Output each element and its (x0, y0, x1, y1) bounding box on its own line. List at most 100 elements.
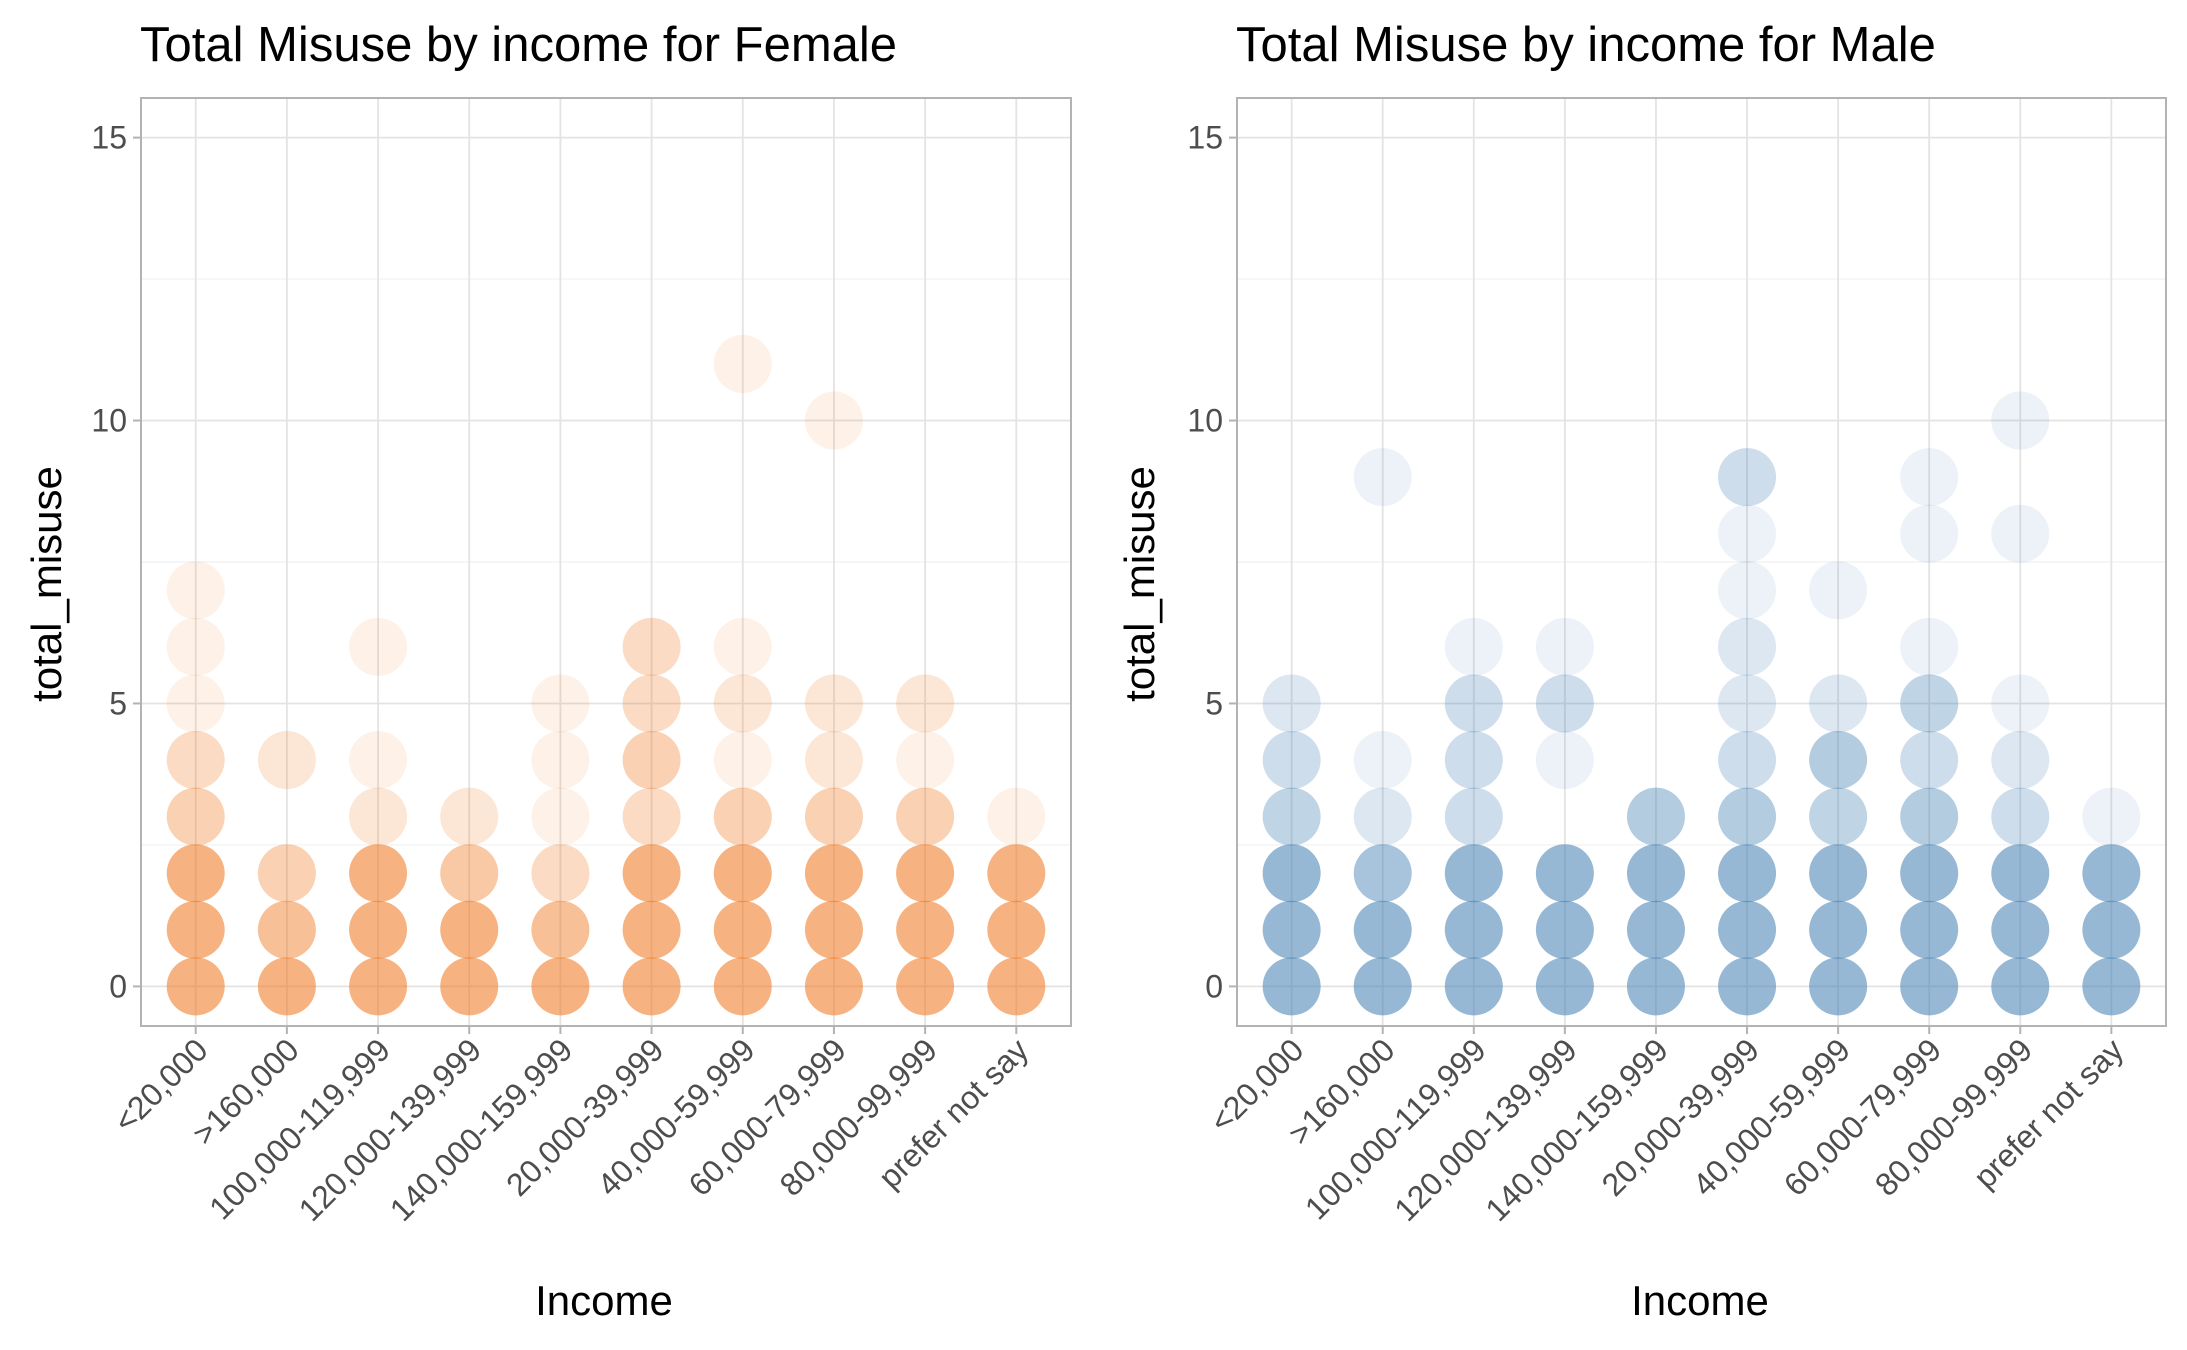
data-point (349, 617, 408, 676)
data-point (1718, 617, 1777, 676)
data-point (531, 844, 590, 903)
data-point (531, 787, 590, 846)
data-point (713, 674, 772, 733)
chart-title-female: Total Misuse by income for Female (140, 18, 897, 72)
data-point (1535, 844, 1594, 903)
data-point (166, 957, 225, 1016)
data-point (2082, 787, 2141, 846)
data-point (349, 844, 408, 903)
data-point (1718, 448, 1777, 507)
data-point (1626, 787, 1685, 846)
data-point (804, 957, 863, 1016)
data-point (1262, 957, 1321, 1016)
data-point (987, 957, 1046, 1016)
data-point (1444, 787, 1503, 846)
data-point (1900, 787, 1959, 846)
data-point (2082, 844, 2141, 903)
data-point (1991, 957, 2050, 1016)
data-point (1718, 957, 1777, 1016)
data-point (1535, 900, 1594, 959)
data-point (1353, 787, 1412, 846)
points-group (1262, 391, 2141, 1016)
data-point (257, 900, 316, 959)
x-tick-label-80-000-99-999: 80,000-99,999 (1868, 1031, 2039, 1202)
data-point (257, 731, 316, 790)
data-point (1991, 731, 2050, 790)
data-point (1353, 448, 1412, 507)
data-point (349, 957, 408, 1016)
data-point (1718, 900, 1777, 959)
data-point (804, 391, 863, 450)
data-point (1626, 957, 1685, 1016)
data-point (1262, 787, 1321, 846)
data-point (1262, 844, 1321, 903)
data-point (1626, 844, 1685, 903)
y-tick-label: 5 (1205, 685, 1223, 721)
data-point (896, 731, 955, 790)
data-point (1718, 504, 1777, 563)
data-point (1900, 448, 1959, 507)
data-point (440, 957, 499, 1016)
data-point (1262, 674, 1321, 733)
data-point (622, 617, 681, 676)
data-point (1809, 674, 1868, 733)
y-axis-label-female: total_misuse (23, 466, 70, 702)
x-axis-label-female: Income (535, 1277, 673, 1324)
x-tick-label-60-000-79-999: 60,000-79,999 (681, 1031, 852, 1202)
data-point (896, 674, 955, 733)
data-point (1535, 674, 1594, 733)
data-point (713, 731, 772, 790)
data-point (1991, 504, 2050, 563)
x-tick-label-40-000-59-999: 40,000-59,999 (1686, 1031, 1857, 1202)
data-point (622, 900, 681, 959)
data-point (622, 674, 681, 733)
data-point (987, 787, 1046, 846)
data-point (713, 900, 772, 959)
data-point (531, 674, 590, 733)
data-point (804, 674, 863, 733)
data-point (1991, 674, 2050, 733)
data-point (166, 731, 225, 790)
data-point (987, 900, 1046, 959)
data-point (1535, 731, 1594, 790)
male-panel: Total Misuse by income for Male total_mi… (1116, 18, 2167, 1324)
data-point (1535, 617, 1594, 676)
data-point (166, 787, 225, 846)
y-tick-label: 10 (1187, 403, 1223, 439)
data-point (1444, 731, 1503, 790)
data-point (804, 787, 863, 846)
data-point (1991, 787, 2050, 846)
data-point (1718, 674, 1777, 733)
data-point (1991, 844, 2050, 903)
data-point (1444, 617, 1503, 676)
panel-border (1236, 97, 2167, 1027)
data-point (1262, 731, 1321, 790)
y-tick-label: 15 (1187, 120, 1223, 156)
data-point (1809, 844, 1868, 903)
data-point (622, 844, 681, 903)
data-point (166, 900, 225, 959)
plot-area-female: 051015<20,000>160,000100,000-119,999120,… (91, 97, 1072, 1228)
data-point (1900, 900, 1959, 959)
data-point (1900, 731, 1959, 790)
data-point (349, 900, 408, 959)
data-point (1718, 844, 1777, 903)
data-point (166, 561, 225, 620)
x-axis-label-male: Income (1631, 1277, 1769, 1324)
plot-area-male: 051015<20,000>160,000100,000-119,999120,… (1187, 97, 2167, 1228)
data-point (713, 957, 772, 1016)
x-tick-label-60-000-79-999: 60,000-79,999 (1777, 1031, 1948, 1202)
data-point (1718, 561, 1777, 620)
data-point (1809, 957, 1868, 1016)
y-tick-label: 0 (109, 968, 127, 1004)
data-point (1991, 900, 2050, 959)
data-point (1262, 900, 1321, 959)
data-point (166, 617, 225, 676)
data-point (804, 731, 863, 790)
data-point (1444, 900, 1503, 959)
data-point (1718, 787, 1777, 846)
data-point (1444, 674, 1503, 733)
data-point (1444, 957, 1503, 1016)
data-point (896, 900, 955, 959)
data-point (622, 731, 681, 790)
